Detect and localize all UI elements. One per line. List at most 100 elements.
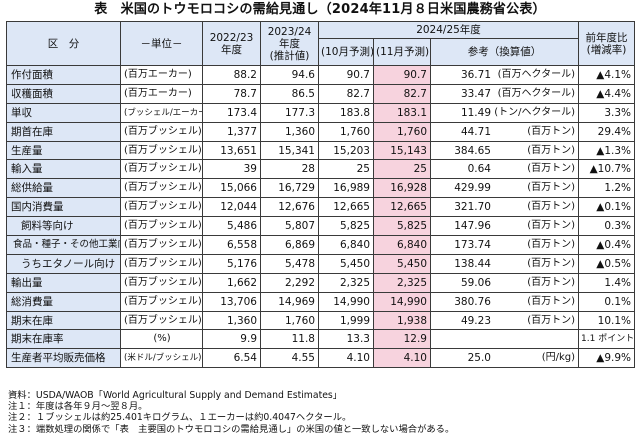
value-nov-forecast: 12,665	[373, 197, 431, 218]
value-2022-23: 1,662	[202, 272, 261, 293]
row-unit: (百万ブッシェル)	[120, 272, 203, 293]
table-row: 国内消費量 (百万ブッシェル) 12,044 12,676 12,665 12,665 32…	[6, 197, 636, 218]
value-oct-forecast: 183.8	[318, 102, 374, 123]
value-2023-24: 4.55	[260, 348, 319, 369]
value-nov-forecast: 1,938	[373, 310, 431, 331]
reference-value-cell: 25.0 (円/kg)	[429, 348, 580, 369]
value-oct-forecast: 25	[318, 159, 374, 180]
reference-value: 380.76	[454, 295, 491, 308]
reference-unit: (トン/ヘクタール)	[494, 106, 576, 118]
note-2: 注２：１ブッシェルは約25.401キログラム、１エーカーは約0.4047ヘクター…	[8, 412, 352, 424]
row-label: 輸入量	[6, 159, 121, 180]
value-2022-23: 88.2	[202, 65, 261, 85]
table-row: 生産者平均販売価格 (米ドル/ブッシェル) 6.54 4.55 4.10 4.10 25.0…	[6, 348, 636, 369]
reference-unit: (百万トン)	[527, 276, 576, 288]
row-label: うちエタノール向け	[6, 253, 121, 274]
value-oct-forecast: 13.3	[318, 329, 374, 350]
value-oct-forecast: 2,325	[318, 272, 374, 293]
row-unit: (%)	[120, 329, 203, 350]
reference-value: 36.71	[460, 69, 491, 81]
row-label: 総供給量	[6, 178, 121, 199]
row-unit: (百万ブッシェル)	[120, 140, 203, 161]
value-nov-forecast: 15,143	[373, 140, 431, 161]
reference-value-cell: 173.74 (百万トン)	[429, 235, 580, 255]
value-2022-23: 5,486	[202, 216, 261, 237]
change-rate: 0.1%	[578, 291, 636, 312]
reference-value-cell: 380.76 (百万トン)	[429, 291, 580, 312]
value-2022-23: 9.9	[202, 329, 261, 350]
change-rate: 0.3%	[578, 216, 636, 237]
value-2022-23: 6.54	[202, 348, 261, 369]
table-row: 単収 (ブッシェル/エーカー) 173.4 177.3 183.8 183.1 11.49(…	[6, 102, 636, 123]
note-1: 注１：年度は各年９月～翌８月。	[8, 401, 148, 413]
value-2022-23: 173.4	[202, 102, 261, 123]
value-oct-forecast: 14,990	[318, 291, 374, 312]
table-row: 生産量 (百万ブッシェル) 13,651 15,341 15,203 15,143 384.…	[6, 140, 636, 161]
value-nov-forecast: 14,990	[373, 291, 431, 312]
row-label: 作付面積	[6, 65, 121, 85]
value-oct-forecast: 1,760	[318, 121, 374, 142]
reference-unit: (百万トン)	[527, 163, 576, 175]
row-unit: (百万ブッシェル)	[120, 216, 203, 237]
row-label: 輸出量	[6, 272, 121, 293]
row-label: 単収	[6, 102, 121, 123]
value-2022-23: 39	[202, 159, 261, 180]
row-label: 総消費量	[6, 291, 121, 312]
value-2023-24: 2,292	[260, 272, 319, 293]
reference-value-cell	[429, 329, 580, 350]
value-2022-23: 13,706	[202, 291, 261, 312]
value-nov-forecast: 5,825	[373, 216, 431, 237]
value-nov-forecast: 183.1	[373, 102, 431, 123]
value-2023-24: 94.6	[260, 65, 319, 85]
reference-value: 384.65	[454, 144, 491, 157]
table-row: 飼料等向け (百万ブッシェル) 5,486 5,807 5,825 5,825 147.96…	[6, 216, 636, 237]
value-nov-forecast: 5,450	[373, 253, 431, 274]
table-row: 収穫面積 (百万エーカー) 78.7 86.5 82.7 82.7 33.47 (百万ヘクター…	[6, 83, 636, 104]
note-3: 注３：端数処理の関係で「表 主要国のトウモロコシの需給見通し」の米国の値と一致し…	[8, 423, 455, 435]
value-nov-forecast: 25	[373, 159, 431, 180]
value-oct-forecast: 15,203	[318, 140, 374, 161]
reference-unit: (百万トン)	[527, 125, 576, 137]
reference-unit: (百万トン)	[527, 144, 576, 156]
reference-unit: (百万トン)	[527, 239, 576, 251]
value-2023-24: 6,869	[260, 235, 319, 255]
header-reference: 参考（換算値）	[429, 38, 580, 66]
value-2022-23: 13,651	[202, 140, 261, 161]
reference-value-cell: 0.64 (百万トン)	[429, 159, 580, 180]
reference-value-cell: 138.44 (百万トン)	[429, 253, 580, 274]
value-2022-23: 15,066	[202, 178, 261, 199]
value-2022-23: 6,558	[202, 235, 261, 255]
row-label: 飼料等向け	[6, 216, 121, 237]
value-nov-forecast: 4.10	[373, 348, 431, 369]
row-label: 国内消費量	[6, 197, 121, 218]
reference-value-cell: 321.70 (百万トン)	[429, 197, 580, 218]
row-label: 生産者平均販売価格	[6, 348, 121, 369]
reference-value-cell: 33.47 (百万ヘクタール)	[429, 83, 580, 104]
header-2022-23: 2022/23年度	[202, 21, 261, 66]
reference-unit: (円/kg)	[541, 352, 576, 364]
value-oct-forecast: 12,665	[318, 197, 374, 218]
reference-unit: (百万ヘクタール)	[497, 87, 576, 99]
reference-value-cell: 49.23 (百万トン)	[429, 310, 580, 331]
row-unit: (百万ブッシェル)	[120, 235, 203, 255]
reference-unit: (百万トン)	[527, 182, 576, 194]
row-unit: (百万ブッシェル)	[120, 121, 203, 142]
table-row: 期末在庫 (百万ブッシェル) 1,360 1,760 1,999 1,938 49.23 (百…	[6, 310, 636, 331]
reference-value: 138.44	[454, 257, 491, 270]
value-2022-23: 12,044	[202, 197, 261, 218]
reference-unit: (百万トン)	[527, 314, 576, 326]
table-row: 期末在庫率(%)9.911.813.312.9 1.1 ポイント増	[6, 329, 636, 350]
value-oct-forecast: 6,840	[318, 235, 374, 255]
value-nov-forecast: 6,840	[373, 235, 431, 255]
notes: 資料：USDA/WAOB「World Agricultural Supply a…	[8, 390, 636, 435]
row-unit: (百万ブッシェル)	[120, 253, 203, 274]
value-oct-forecast: 16,989	[318, 178, 374, 199]
value-2022-23: 1,377	[202, 121, 261, 142]
value-2023-24: 15,341	[260, 140, 319, 161]
value-oct-forecast: 5,825	[318, 216, 374, 237]
table-row: 輸出量 (百万ブッシェル) 1,662 2,292 2,325 2,325 59.06 (百万…	[6, 272, 636, 293]
reference-value: 147.96	[454, 220, 491, 233]
row-label: 収穫面積	[6, 83, 121, 104]
header-2024-25-group: 2024/25年度	[317, 21, 580, 39]
